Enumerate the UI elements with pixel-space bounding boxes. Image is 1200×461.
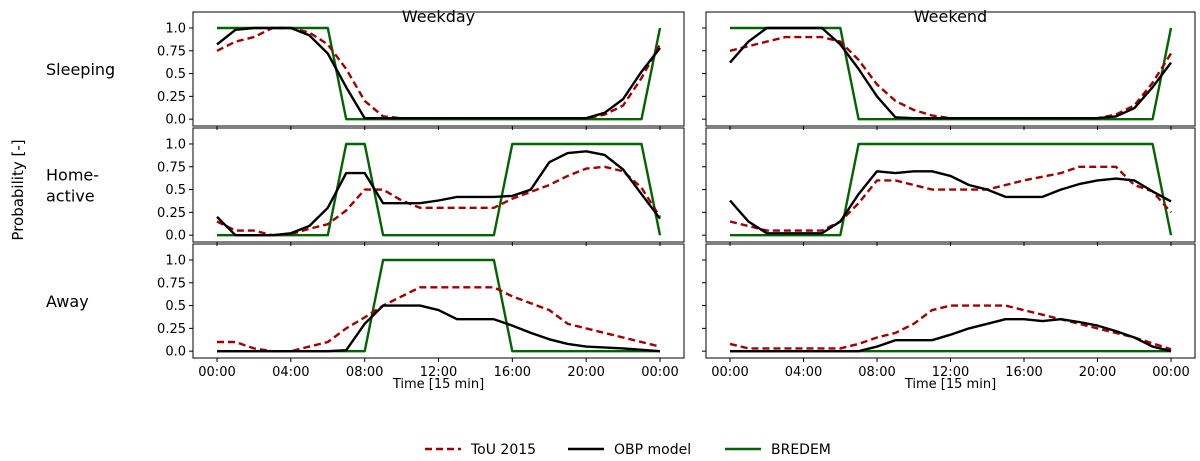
x-tick-label: 00:00 xyxy=(1152,365,1189,380)
series-line-bredem-weekday-sleeping xyxy=(217,26,662,121)
panel-weekday-away: 0.0 0.25 0.5 0.75 1.0 00:00 04:00 08:00 12:00 16:… xyxy=(157,243,685,380)
y-tick-label: 0.25 xyxy=(157,90,186,105)
legend: ToU 2015 OBP model BREDEM xyxy=(425,442,831,458)
x-tick-label: 00:00 xyxy=(711,365,748,380)
x-tick-label: 20:00 xyxy=(567,365,604,380)
x-tick-label: 12:00 xyxy=(932,365,969,380)
series-line-bredem-weekend-home_active xyxy=(730,142,1173,237)
panels: Weekday 0.0 0.25 0.5 0.75 1.0 0.0 0.25 0.5 0.75 1.… xyxy=(157,7,1196,392)
series-line-obp-weekend-away xyxy=(730,318,1172,353)
x-tick-label: 08:00 xyxy=(346,365,383,380)
y-axis-label-group: Probability [-] xyxy=(9,139,27,240)
series-line-obp-weekday-home_active xyxy=(216,150,661,237)
y-tick-label: 0.25 xyxy=(157,206,186,221)
row-label-away: Away xyxy=(46,292,89,311)
panel-frame-weekend-away xyxy=(705,243,1196,359)
y-tick-label: 1.0 xyxy=(165,253,186,268)
x-tick-label: 12:00 xyxy=(420,365,457,380)
series-line-obp-weekday-away xyxy=(217,304,661,353)
legend-label-obp: OBP model xyxy=(614,442,691,458)
x-tick-label: 00:00 xyxy=(641,365,678,380)
x-tick-label: 20:00 xyxy=(1079,365,1116,380)
x-tick-label: 16:00 xyxy=(494,365,531,380)
y-tick-label: 1.0 xyxy=(165,137,186,152)
column-title-weekday: Weekday xyxy=(402,7,475,26)
series-line-tou-weekend-away xyxy=(729,304,1172,351)
series-line-bredem-weekend-sleeping xyxy=(730,26,1173,121)
y-tick-label: 0.0 xyxy=(165,113,186,128)
y-tick-label: 0.5 xyxy=(165,183,186,198)
y-tick-label: 0.75 xyxy=(157,276,186,291)
series-line-obp-weekday-sleeping xyxy=(216,26,661,120)
series-line-tou-weekend-sleeping xyxy=(729,35,1173,120)
x-tick-label: 16:00 xyxy=(1005,365,1042,380)
y-tick-label: 1.0 xyxy=(165,21,186,36)
x-axis-label-weekday: Time [15 min] xyxy=(392,377,484,392)
y-axis-label: Probability [-] xyxy=(9,139,27,240)
y-tick-label: 0.5 xyxy=(165,67,186,82)
row-label-home_active: Home- xyxy=(46,166,99,185)
y-tick-label: 0.5 xyxy=(165,299,186,314)
legend-label-bredem: BREDEM xyxy=(771,442,831,458)
column-title-weekend: Weekend xyxy=(914,7,987,26)
series-line-obp-weekend-sleeping xyxy=(729,26,1172,120)
y-tick-label: 0.0 xyxy=(165,345,186,360)
series-line-bredem-weekday-away xyxy=(217,258,660,353)
series-line-tou-weekend-home_active xyxy=(729,165,1172,232)
row-label-home_active: active xyxy=(46,187,95,206)
legend-label-tou: ToU 2015 xyxy=(470,442,536,458)
x-tick-label: 04:00 xyxy=(272,365,309,380)
panel-weekend-sleeping xyxy=(702,11,1196,130)
panel-weekday-sleeping: 0.0 0.25 0.5 0.75 1.0 xyxy=(157,11,685,130)
series-line-obp-weekend-home_active xyxy=(729,170,1172,235)
series-line-tou-weekday-sleeping xyxy=(216,26,662,120)
series-line-bredem-weekday-home_active xyxy=(217,142,662,237)
panel-weekend-away: 00:00 04:00 08:00 12:00 16:00 20:00 00:00 xyxy=(702,243,1196,380)
x-tick-label: 00:00 xyxy=(198,365,235,380)
x-tick-label: 08:00 xyxy=(858,365,895,380)
y-tick-label: 0.75 xyxy=(157,160,186,175)
row-label-sleeping: Sleeping xyxy=(46,60,115,79)
row-labels: Sleeping Home-active Away xyxy=(46,60,115,311)
y-tick-label: 0.0 xyxy=(165,229,186,244)
x-tick-label: 04:00 xyxy=(785,365,822,380)
x-axis-label-weekend: Time [15 min] xyxy=(904,377,996,392)
y-tick-label: 0.25 xyxy=(157,322,186,337)
panel-weekday-home_active: 0.0 0.25 0.5 0.75 1.0 xyxy=(157,127,685,246)
panel-weekend-home_active xyxy=(702,127,1196,246)
y-tick-label: 0.75 xyxy=(157,44,186,59)
series-line-tou-weekday-away xyxy=(217,286,661,353)
